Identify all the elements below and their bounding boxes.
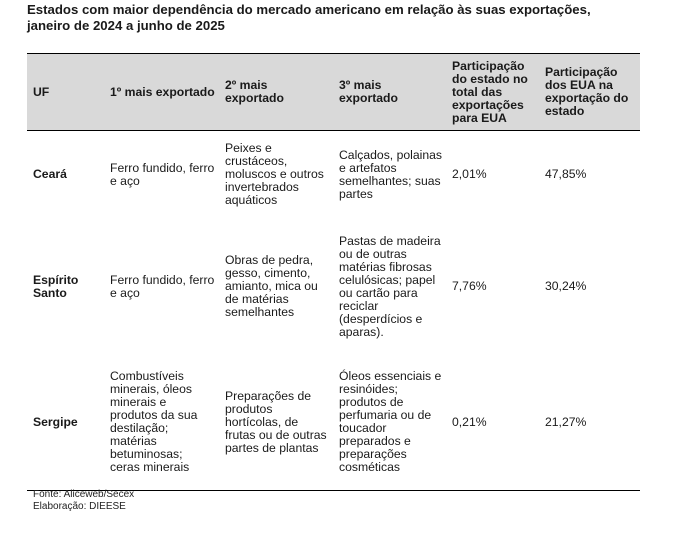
table-row: Espírito Santo Ferro fundido, ferro e aç… bbox=[27, 219, 640, 355]
cell-first-export: Combustíveis minerais, óleos minerais e … bbox=[104, 354, 219, 491]
cell-state-share: 0,21% bbox=[446, 354, 539, 491]
table-footer: Fonte: Aliceweb/Secex Elaboração: DIEESE bbox=[33, 489, 134, 513]
table-row: Ceará Ferro fundido, ferro e aço Peixes … bbox=[27, 131, 640, 219]
cell-third-export: Calçados, polainas e artefatos semelhant… bbox=[339, 147, 442, 201]
cell-third-export: Pastas de madeira ou de outras matérias … bbox=[339, 233, 441, 339]
table-header: UF 1º mais exportado 2º mais exportado 3… bbox=[27, 53, 640, 131]
cell-second-export: Obras de pedra, gesso, cimento, amianto,… bbox=[225, 253, 318, 319]
elaboration-note: Elaboração: DIEESE bbox=[33, 501, 126, 512]
exports-table: UF 1º mais exportado 2º mais exportado 3… bbox=[27, 53, 640, 491]
cell-third-export: Óleos essenciais e resinóides; produtos … bbox=[333, 354, 446, 491]
cell-first-export: Ferro fundido, ferro e aço bbox=[110, 160, 215, 188]
header-third-export: 3º mais exportado bbox=[333, 53, 446, 131]
cell-uf: Espírito Santo bbox=[33, 272, 79, 300]
table-body: Ceará Ferro fundido, ferro e aço Peixes … bbox=[27, 131, 640, 491]
title-line-2: janeiro de 2024 a junho de 2025 bbox=[27, 18, 225, 33]
table-row: Sergipe Combustíveis minerais, óleos min… bbox=[27, 354, 640, 491]
cell-usa-share: 47,85% bbox=[545, 167, 587, 182]
title-line-1: Estados com maior dependência do mercado… bbox=[27, 2, 591, 17]
cell-usa-share: 21,27% bbox=[539, 354, 640, 491]
cell-second-export: Peixes e crustáceos, moluscos e outros i… bbox=[225, 141, 324, 208]
header-uf: UF bbox=[27, 53, 104, 131]
cell-uf: Ceará bbox=[33, 167, 67, 182]
document-title: Estados com maior dependência do mercado… bbox=[27, 2, 687, 34]
header-first-export: 1º mais exportado bbox=[104, 53, 219, 131]
cell-state-share: 7,76% bbox=[452, 279, 487, 293]
cell-state-share: 2,01% bbox=[452, 167, 487, 182]
exports-table-container: UF 1º mais exportado 2º mais exportado 3… bbox=[27, 53, 640, 491]
cell-uf: Sergipe bbox=[27, 354, 104, 491]
source-note: Fonte: Aliceweb/Secex bbox=[33, 489, 135, 500]
cell-first-export: Ferro fundido, ferro e aço bbox=[110, 272, 215, 300]
header-row: UF 1º mais exportado 2º mais exportado 3… bbox=[27, 53, 640, 131]
header-state-share: Participação do estado no total das expo… bbox=[446, 53, 539, 131]
cell-usa-share: 30,24% bbox=[545, 279, 587, 293]
header-usa-share: Participação dos EUA na exportação do es… bbox=[539, 53, 640, 131]
cell-second-export: Preparações de produtos hortícolas, de f… bbox=[219, 354, 333, 491]
header-second-export: 2º mais exportado bbox=[219, 53, 333, 131]
